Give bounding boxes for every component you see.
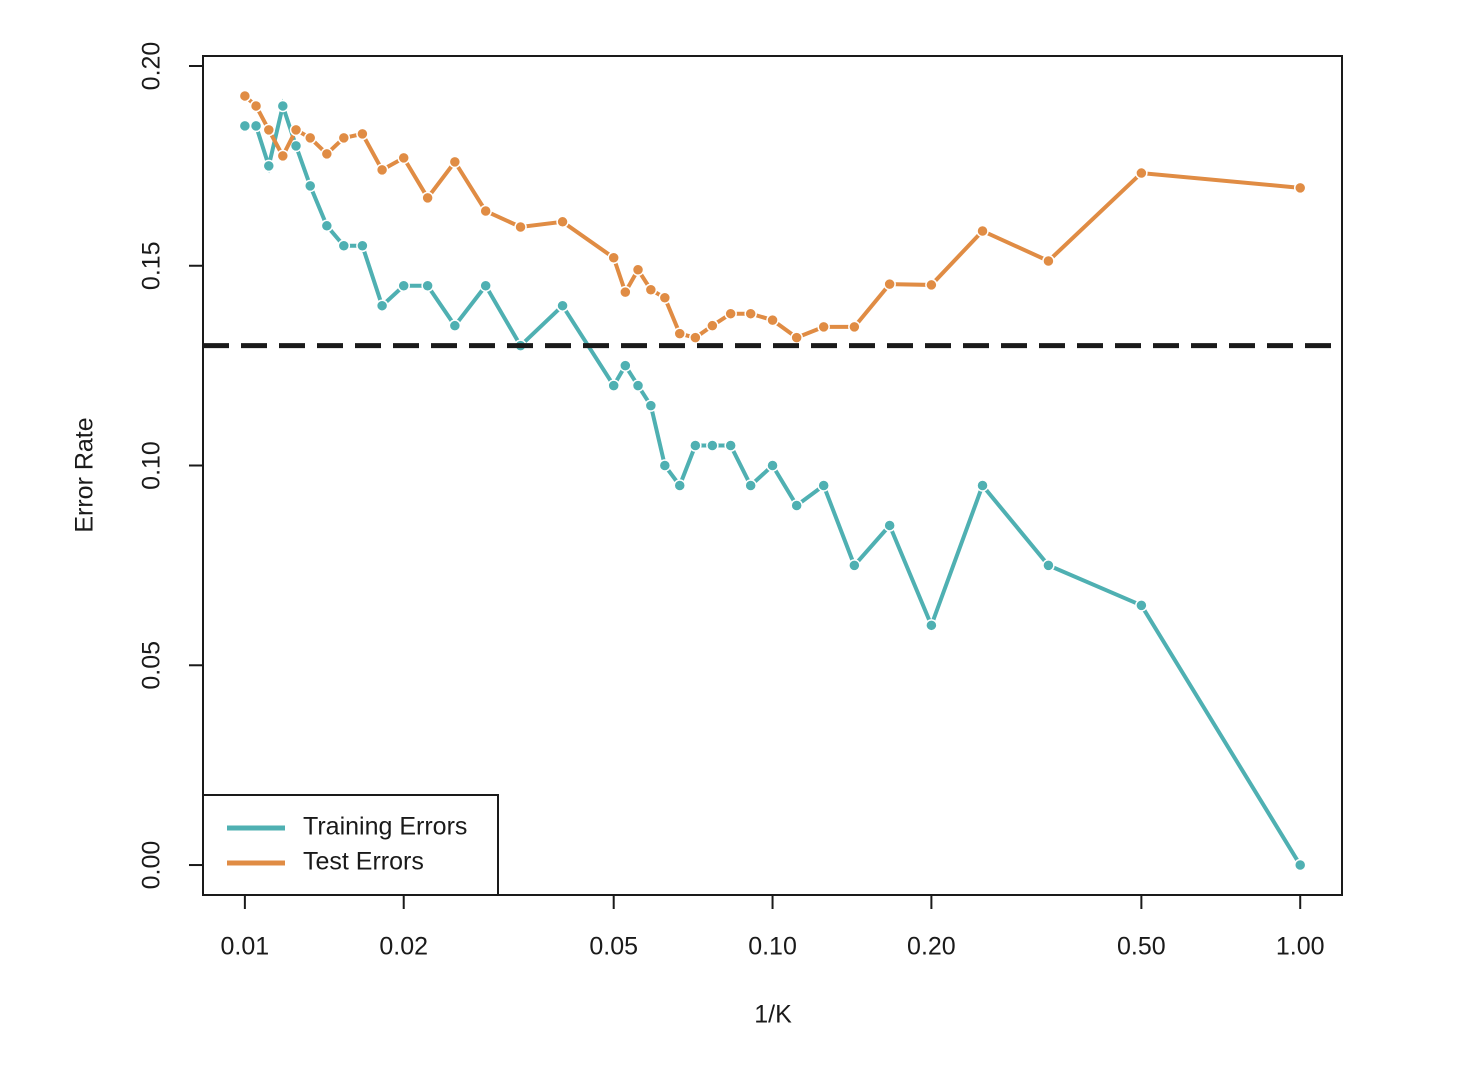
data-point [658,291,672,304]
legend-label: Test Errors [303,848,424,876]
data-point [658,459,672,472]
data-point [1042,559,1055,572]
y-tick-label: 0.20 [138,42,166,91]
data-point [479,279,492,292]
data-point [337,239,351,253]
data-point [766,313,779,327]
data-point [925,619,938,632]
x-axis-label: 1/K [754,1001,792,1029]
data-point [848,320,861,334]
data-point [619,285,632,299]
data-point [421,191,434,205]
legend-box [202,794,499,896]
data-point [556,299,569,312]
data-point [249,99,263,113]
legend-label: Training Errors [303,813,467,841]
data-point [689,331,702,344]
data-point [976,224,989,238]
data-point [848,559,861,572]
y-tick-label: 0.05 [138,641,166,690]
x-tick-label: 0.20 [907,933,956,961]
data-point [249,119,263,133]
data-point [262,159,276,173]
data-point [356,127,369,141]
data-point [421,279,434,292]
data-point [262,123,276,137]
data-point [514,220,527,234]
data-point [790,331,803,344]
data-point [883,519,896,532]
data-point [644,283,658,296]
data-point [766,459,779,472]
x-tick-label: 0.10 [748,933,797,961]
data-point [744,479,757,492]
data-point [238,89,252,103]
data-point [448,155,462,169]
data-point [556,215,569,229]
data-point [724,439,737,452]
data-point [375,299,389,312]
series-line [244,98,1302,867]
data-point [320,147,334,161]
y-tick-label: 0.00 [138,841,166,890]
data-point [356,239,369,253]
data-point [607,379,620,392]
data-point [375,163,389,177]
data-point [289,123,303,137]
data-point [619,359,632,372]
data-point [925,278,938,292]
data-point [337,131,351,145]
data-point [976,479,989,492]
data-point [303,179,317,193]
data-point [276,149,290,163]
data-point [479,204,492,218]
data-point [320,219,334,233]
data-point [1293,181,1307,195]
data-point [744,307,757,320]
data-point [448,319,462,332]
series-line [243,94,1301,340]
data-point [1293,858,1307,872]
data-point [607,251,620,265]
plot-frame [202,55,1343,896]
data-point [689,439,702,452]
data-point [706,319,719,332]
data-point [724,307,737,320]
data-point [397,151,410,165]
data-point [673,327,686,340]
data-point [817,479,830,492]
data-point [303,131,317,145]
x-tick-label: 0.01 [221,933,270,961]
x-tick-label: 0.50 [1117,933,1166,961]
y-tick-label: 0.10 [138,441,166,490]
data-point [289,139,303,153]
data-point [276,99,290,113]
data-point [1135,166,1148,180]
data-point [673,479,686,492]
data-point [631,379,645,392]
data-point [883,277,896,291]
data-point [631,263,645,276]
x-tick-label: 0.02 [379,933,428,961]
data-point [817,320,830,334]
data-point [1042,254,1055,268]
data-point [238,119,252,133]
data-point [706,439,719,452]
y-axis-label: Error Rate [71,417,99,532]
data-point [790,499,803,512]
data-point [397,279,410,292]
y-tick-label: 0.15 [138,241,166,290]
data-point [1135,599,1148,612]
x-tick-label: 1.00 [1276,933,1325,961]
x-tick-label: 0.05 [589,933,638,961]
data-point [644,399,658,412]
